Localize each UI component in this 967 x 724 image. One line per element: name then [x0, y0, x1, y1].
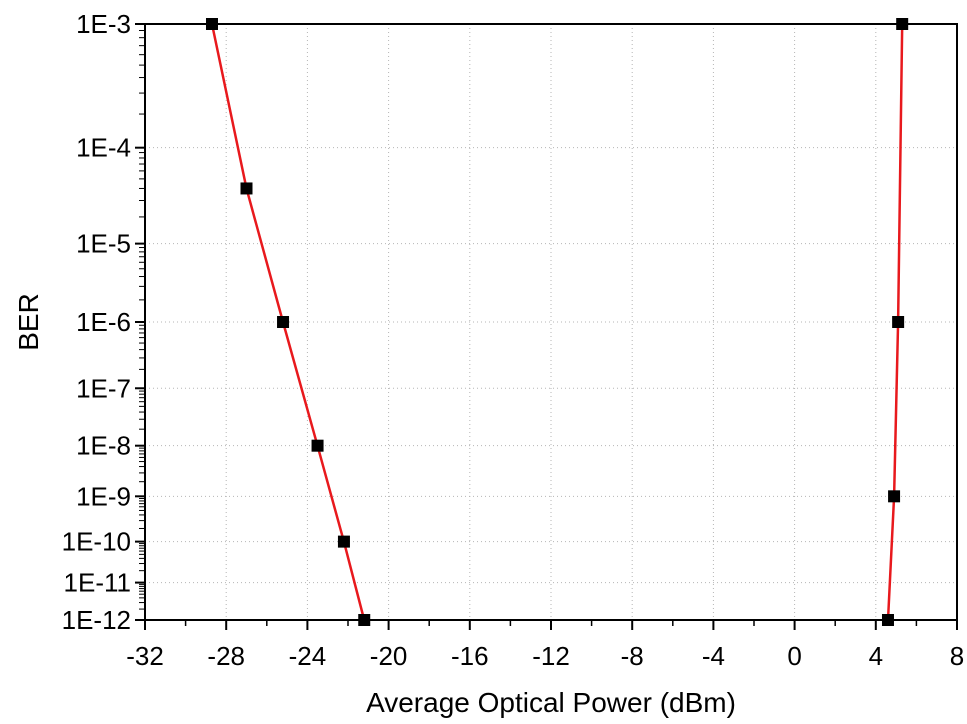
y-tick-label: 1E-4	[76, 133, 131, 163]
y-axis-title: BER	[13, 293, 44, 351]
y-tick-label: 1E-11	[64, 568, 131, 598]
data-point	[240, 182, 253, 195]
data-point	[892, 316, 905, 328]
y-tick-label: 1E-7	[76, 373, 131, 403]
x-tick-label: 0	[787, 641, 801, 671]
fit-line-1	[210, 23, 366, 621]
x-tick-label: -4	[702, 641, 725, 671]
x-axis-title: Average Optical Power (dBm)	[366, 687, 736, 718]
x-tick-label: -8	[621, 641, 644, 671]
grid	[145, 24, 957, 620]
y-tick-label: 1E-9	[76, 481, 131, 511]
data-point	[277, 316, 290, 328]
x-tick-label: 4	[869, 641, 883, 671]
y-tick-label: 1E-10	[62, 527, 131, 557]
data-point	[337, 535, 350, 548]
data-point	[311, 439, 324, 452]
x-tick-label: -16	[451, 641, 489, 671]
y-tick-label: 1E-3	[76, 9, 131, 39]
x-tick-label: -24	[289, 641, 327, 671]
data-markers	[205, 18, 909, 626]
plot-frame	[144, 23, 958, 621]
x-tick-label: 8	[950, 641, 964, 671]
y-tick-label: 1E-6	[76, 307, 131, 337]
y-tick-label: 1E-5	[76, 229, 131, 259]
data-point	[896, 18, 909, 30]
data-point	[881, 614, 894, 626]
x-tick-label: -12	[532, 641, 570, 671]
axis-ticks	[135, 23, 958, 630]
fit-line-2	[886, 23, 904, 621]
x-tick-label: -28	[207, 641, 245, 671]
data-point	[358, 614, 371, 626]
y-tick-labels: 1E-3 1E-4 1E-5 1E-6 1E-7 1E-8 1E-9 1E-10 1E-11 1E…	[62, 9, 131, 635]
y-tick-label: 1E-8	[76, 431, 131, 461]
x-tick-label: -20	[370, 641, 408, 671]
y-tick-label: 1E-12	[62, 605, 131, 635]
data-point	[888, 490, 901, 503]
x-tick-labels: -32 -28 -24 -20 -16 -12 -8 -4 0 4 8	[126, 641, 964, 671]
data-point	[205, 18, 218, 30]
x-tick-label: -32	[126, 641, 164, 671]
fit-lines	[210, 23, 904, 621]
